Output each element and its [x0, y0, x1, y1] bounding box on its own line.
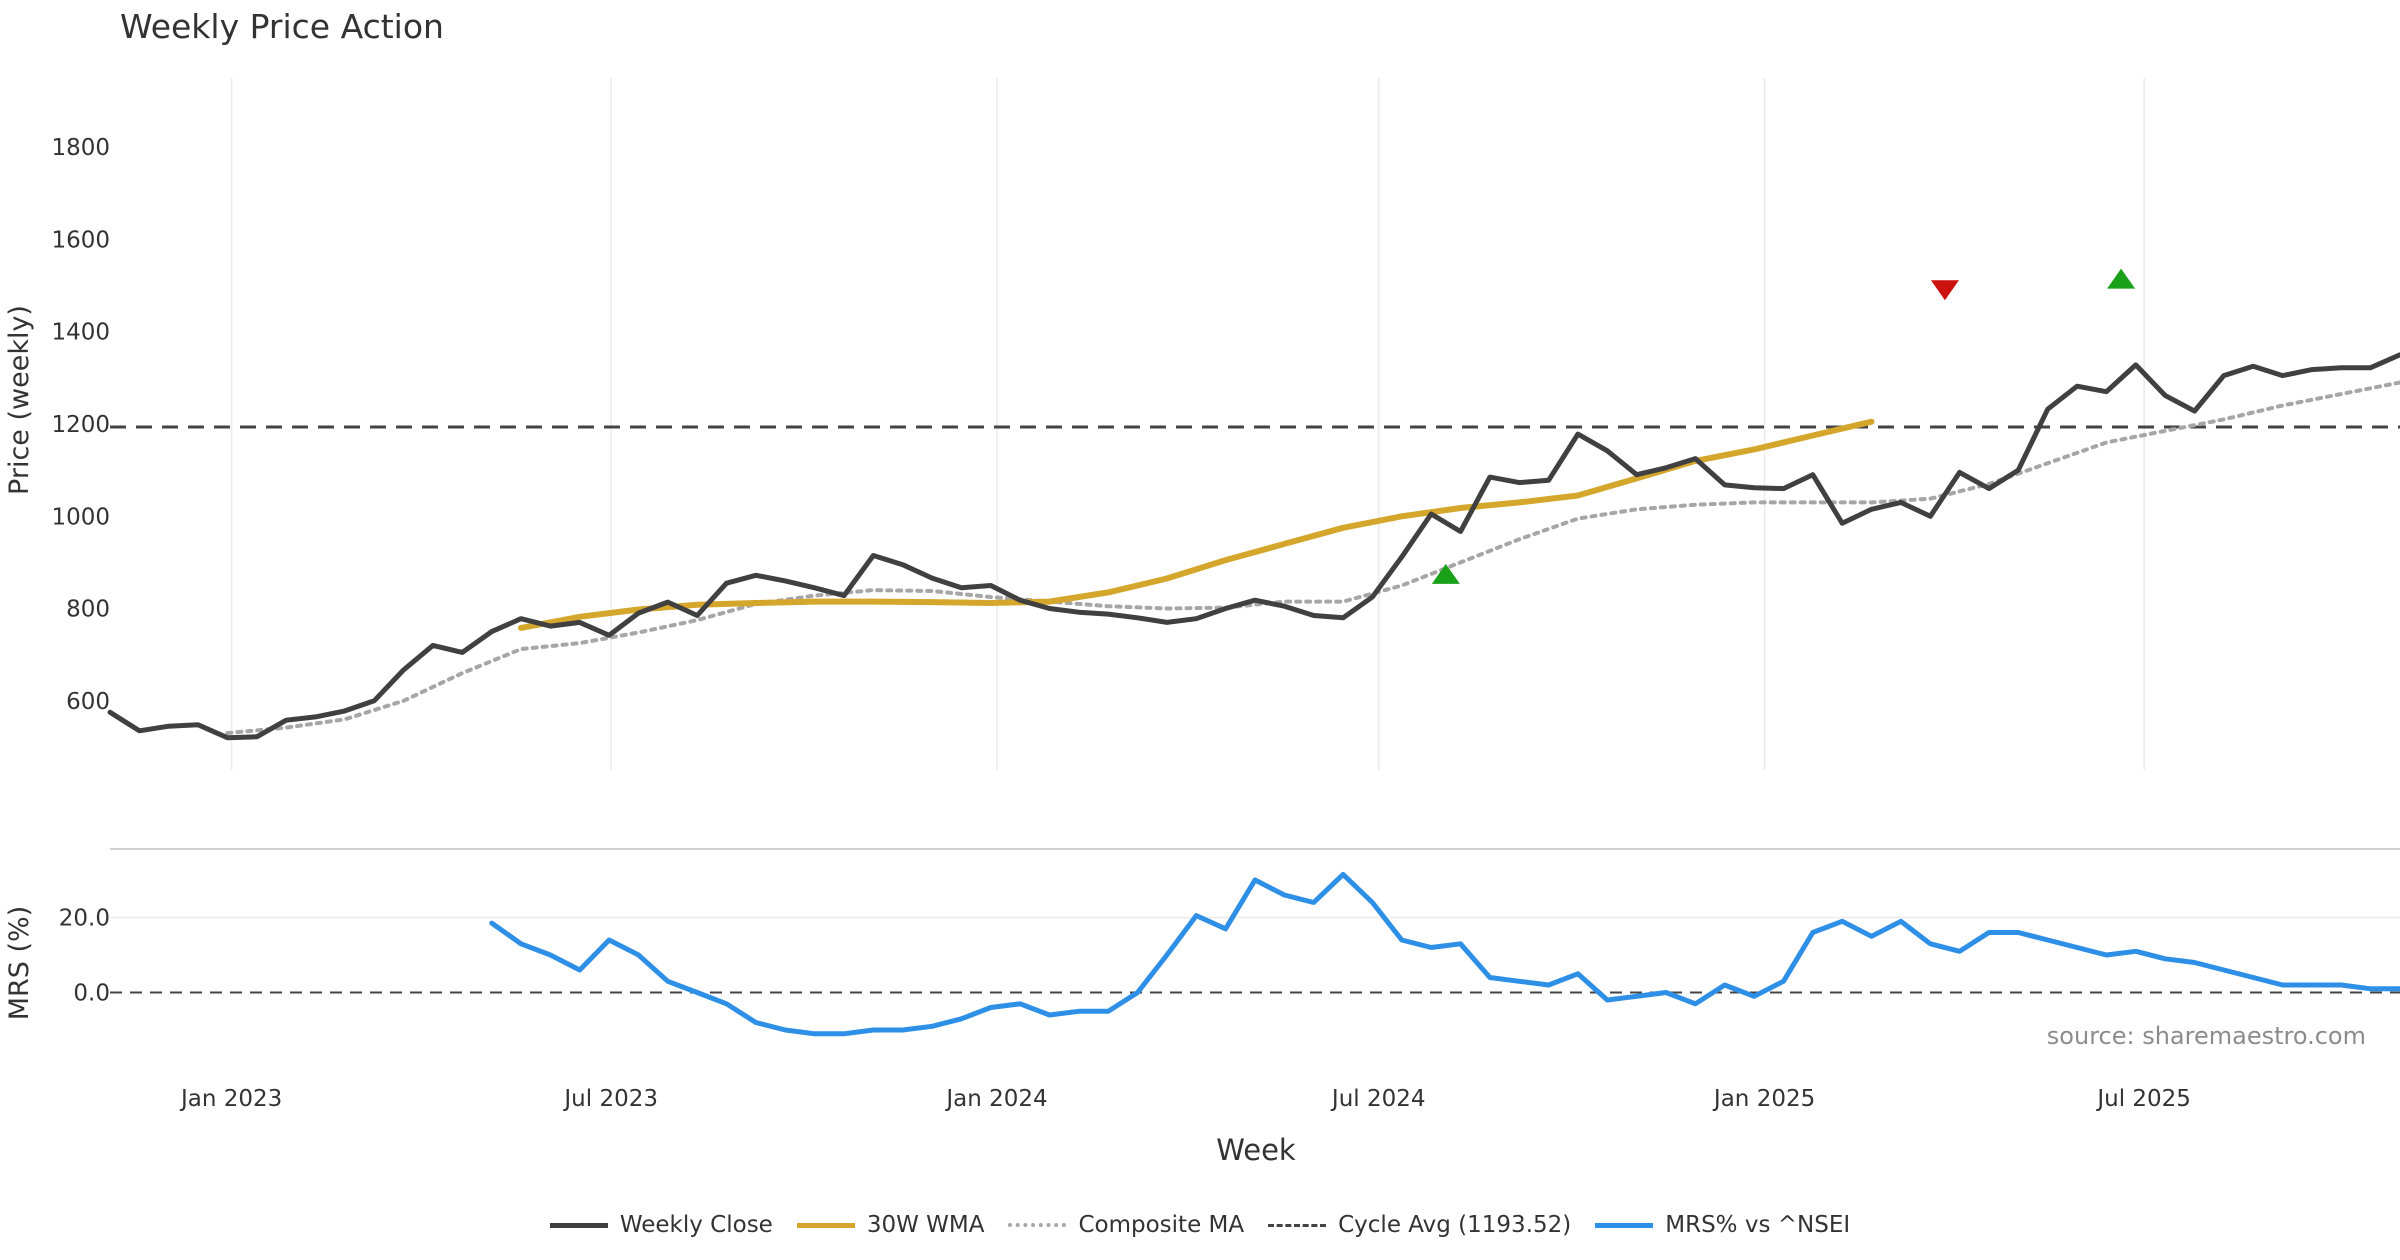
legend-item-mrs: MRS% vs ^NSEI	[1595, 1212, 1850, 1238]
price-y-tick-1400: 1400	[51, 320, 110, 346]
buy-signal-marker-1	[1431, 563, 1460, 584]
x-tick-label-jul-2024: Jul 2024	[1330, 1086, 1426, 1112]
x-tick-label-jan-2023: Jan 2023	[179, 1086, 282, 1112]
x-tick-label-jul-2023: Jul 2023	[562, 1086, 658, 1112]
x-tick-label-jan-2025: Jan 2025	[1712, 1086, 1815, 1112]
legend-label-weekly-close: Weekly Close	[619, 1212, 773, 1238]
sell-signal-marker-2	[1930, 280, 1959, 301]
legend-label-cycle-avg: Cycle Avg (1193.52)	[1338, 1212, 1572, 1238]
series-layer	[107, 352, 2400, 1037]
series-line-weekly-close	[107, 352, 2400, 741]
legend-label-wma: 30W WMA	[866, 1212, 985, 1238]
series-line-30w-wma	[518, 418, 1875, 631]
x-tick-label-jan-2024: Jan 2024	[944, 1086, 1047, 1112]
price-grid	[230, 78, 2145, 770]
price-y-tick-1600: 1600	[51, 227, 110, 253]
mrs-y-tick-20-0: 20.0	[59, 906, 110, 932]
legend-swatch-weekly-close	[549, 1222, 608, 1228]
legend-label-mrs: MRS% vs ^NSEI	[1665, 1212, 1851, 1238]
legend-swatch-composite-ma	[1008, 1223, 1067, 1227]
signal-markers	[1431, 268, 2136, 584]
x-tick-label-jul-2025: Jul 2025	[2095, 1086, 2191, 1112]
chart-title: Weekly Price Action	[120, 7, 444, 46]
mrs-y-axis-label: MRS (%)	[4, 906, 35, 1021]
series-line-mrs-vs-nsei	[489, 871, 2400, 1037]
price-y-tick-1000: 1000	[51, 504, 110, 530]
x-axis-label: Week	[1216, 1133, 1296, 1167]
legend-item-wma: 30W WMA	[796, 1212, 985, 1238]
series-line-composite-ma	[225, 380, 2400, 736]
price-y-axis-label: Price (weekly)	[4, 305, 35, 495]
price-y-tick-1800: 1800	[51, 135, 110, 161]
mrs-grid	[110, 848, 2400, 994]
legend-item-weekly-close: Weekly Close	[549, 1212, 773, 1238]
price-y-tick-800: 800	[66, 597, 110, 623]
legend-swatch-cycle-avg	[1268, 1223, 1327, 1227]
legend-item-composite-ma: Composite MA	[1008, 1212, 1244, 1238]
legend: Weekly Close 30W WMA Composite MA Cycle …	[0, 1212, 2400, 1238]
axis-labels: Jan 2023 Jul 2023 Jan 2024 Jul 2024 Jan 2025…	[51, 135, 2191, 1112]
legend-swatch-wma	[796, 1222, 855, 1228]
price-y-tick-600: 600	[66, 689, 110, 715]
source-label: source: sharemaestro.com	[2047, 1022, 2366, 1050]
buy-signal-marker-3	[2107, 268, 2136, 289]
mrs-y-tick-0-0: 0.0	[73, 981, 110, 1007]
legend-swatch-mrs	[1595, 1222, 1654, 1228]
legend-label-composite-ma: Composite MA	[1078, 1212, 1245, 1238]
legend-item-cycle-avg: Cycle Avg (1193.52)	[1268, 1212, 1571, 1238]
price-y-tick-1200: 1200	[51, 412, 110, 438]
